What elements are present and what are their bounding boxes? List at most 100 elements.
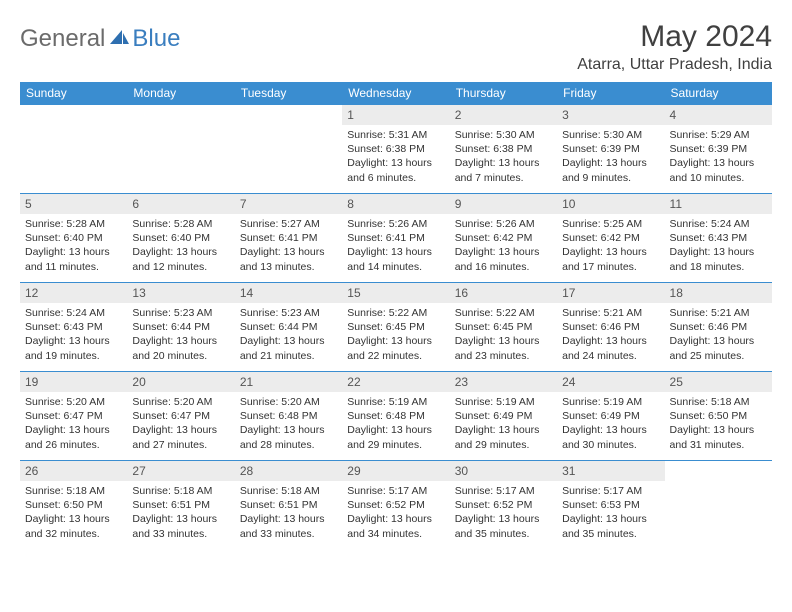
day-content: Sunrise: 5:23 AMSunset: 6:44 PMDaylight:… [127, 303, 234, 366]
day-content: Sunrise: 5:17 AMSunset: 6:52 PMDaylight:… [450, 481, 557, 544]
day-content: Sunrise: 5:20 AMSunset: 6:47 PMDaylight:… [20, 392, 127, 455]
day-content: Sunrise: 5:17 AMSunset: 6:52 PMDaylight:… [342, 481, 449, 544]
calendar-week-row: 5Sunrise: 5:28 AMSunset: 6:40 PMDaylight… [20, 194, 772, 283]
day-content: Sunrise: 5:24 AMSunset: 6:43 PMDaylight:… [20, 303, 127, 366]
day-number: 30 [450, 461, 557, 481]
logo-text-general: General [20, 25, 105, 53]
day-number: 2 [450, 105, 557, 125]
weekday-header: Saturday [665, 82, 772, 105]
day-content: Sunrise: 5:18 AMSunset: 6:50 PMDaylight:… [20, 481, 127, 544]
calendar-day-cell: 24Sunrise: 5:19 AMSunset: 6:49 PMDayligh… [557, 372, 664, 461]
day-content: Sunrise: 5:28 AMSunset: 6:40 PMDaylight:… [20, 214, 127, 277]
calendar-day-cell: 9Sunrise: 5:26 AMSunset: 6:42 PMDaylight… [450, 194, 557, 283]
weekday-header: Friday [557, 82, 664, 105]
day-content: Sunrise: 5:22 AMSunset: 6:45 PMDaylight:… [342, 303, 449, 366]
calendar-day-cell: 18Sunrise: 5:21 AMSunset: 6:46 PMDayligh… [665, 283, 772, 372]
calendar-week-row: 26Sunrise: 5:18 AMSunset: 6:50 PMDayligh… [20, 461, 772, 550]
calendar-day-cell: 3Sunrise: 5:30 AMSunset: 6:39 PMDaylight… [557, 105, 664, 194]
day-content: Sunrise: 5:20 AMSunset: 6:48 PMDaylight:… [235, 392, 342, 455]
calendar-day-cell: 26Sunrise: 5:18 AMSunset: 6:50 PMDayligh… [20, 461, 127, 550]
weekday-header: Monday [127, 82, 234, 105]
day-content: Sunrise: 5:19 AMSunset: 6:48 PMDaylight:… [342, 392, 449, 455]
title-block: May 2024 Atarra, Uttar Pradesh, India [577, 20, 772, 74]
day-number: 23 [450, 372, 557, 392]
calendar-day-cell: 31Sunrise: 5:17 AMSunset: 6:53 PMDayligh… [557, 461, 664, 550]
day-number: 5 [20, 194, 127, 214]
calendar-day-cell: 2Sunrise: 5:30 AMSunset: 6:38 PMDaylight… [450, 105, 557, 194]
day-number: 15 [342, 283, 449, 303]
calendar-day-cell: 29Sunrise: 5:17 AMSunset: 6:52 PMDayligh… [342, 461, 449, 550]
calendar-day-cell: 7Sunrise: 5:27 AMSunset: 6:41 PMDaylight… [235, 194, 342, 283]
calendar-week-row: 1Sunrise: 5:31 AMSunset: 6:38 PMDaylight… [20, 105, 772, 194]
weekday-header: Thursday [450, 82, 557, 105]
calendar-day-cell [20, 105, 127, 194]
calendar-day-cell: 12Sunrise: 5:24 AMSunset: 6:43 PMDayligh… [20, 283, 127, 372]
day-number: 3 [557, 105, 664, 125]
day-content: Sunrise: 5:30 AMSunset: 6:39 PMDaylight:… [557, 125, 664, 188]
calendar-day-cell: 10Sunrise: 5:25 AMSunset: 6:42 PMDayligh… [557, 194, 664, 283]
day-content: Sunrise: 5:25 AMSunset: 6:42 PMDaylight:… [557, 214, 664, 277]
day-content: Sunrise: 5:27 AMSunset: 6:41 PMDaylight:… [235, 214, 342, 277]
weekday-header: Tuesday [235, 82, 342, 105]
day-content: Sunrise: 5:17 AMSunset: 6:53 PMDaylight:… [557, 481, 664, 544]
calendar-day-cell: 1Sunrise: 5:31 AMSunset: 6:38 PMDaylight… [342, 105, 449, 194]
day-number: 18 [665, 283, 772, 303]
calendar-day-cell [127, 105, 234, 194]
day-number: 9 [450, 194, 557, 214]
calendar-day-cell: 16Sunrise: 5:22 AMSunset: 6:45 PMDayligh… [450, 283, 557, 372]
day-number: 7 [235, 194, 342, 214]
day-number: 27 [127, 461, 234, 481]
day-number: 1 [342, 105, 449, 125]
day-number: 6 [127, 194, 234, 214]
day-number: 13 [127, 283, 234, 303]
day-number: 26 [20, 461, 127, 481]
calendar-day-cell: 23Sunrise: 5:19 AMSunset: 6:49 PMDayligh… [450, 372, 557, 461]
day-number: 10 [557, 194, 664, 214]
calendar-day-cell: 6Sunrise: 5:28 AMSunset: 6:40 PMDaylight… [127, 194, 234, 283]
day-number: 11 [665, 194, 772, 214]
day-content: Sunrise: 5:21 AMSunset: 6:46 PMDaylight:… [557, 303, 664, 366]
day-content: Sunrise: 5:22 AMSunset: 6:45 PMDaylight:… [450, 303, 557, 366]
day-content: Sunrise: 5:26 AMSunset: 6:42 PMDaylight:… [450, 214, 557, 277]
calendar-day-cell [235, 105, 342, 194]
logo-text-blue: Blue [132, 25, 180, 53]
day-number: 14 [235, 283, 342, 303]
day-content: Sunrise: 5:18 AMSunset: 6:51 PMDaylight:… [235, 481, 342, 544]
calendar-day-cell: 30Sunrise: 5:17 AMSunset: 6:52 PMDayligh… [450, 461, 557, 550]
day-number: 31 [557, 461, 664, 481]
calendar-day-cell [665, 461, 772, 550]
calendar-day-cell: 21Sunrise: 5:20 AMSunset: 6:48 PMDayligh… [235, 372, 342, 461]
calendar-day-cell: 22Sunrise: 5:19 AMSunset: 6:48 PMDayligh… [342, 372, 449, 461]
day-content: Sunrise: 5:30 AMSunset: 6:38 PMDaylight:… [450, 125, 557, 188]
calendar-week-row: 19Sunrise: 5:20 AMSunset: 6:47 PMDayligh… [20, 372, 772, 461]
day-number: 4 [665, 105, 772, 125]
calendar-day-cell: 25Sunrise: 5:18 AMSunset: 6:50 PMDayligh… [665, 372, 772, 461]
calendar-day-cell: 15Sunrise: 5:22 AMSunset: 6:45 PMDayligh… [342, 283, 449, 372]
day-content: Sunrise: 5:19 AMSunset: 6:49 PMDaylight:… [557, 392, 664, 455]
day-content: Sunrise: 5:21 AMSunset: 6:46 PMDaylight:… [665, 303, 772, 366]
calendar-body: 1Sunrise: 5:31 AMSunset: 6:38 PMDaylight… [20, 105, 772, 550]
calendar-header-row: SundayMondayTuesdayWednesdayThursdayFrid… [20, 82, 772, 105]
calendar-day-cell: 28Sunrise: 5:18 AMSunset: 6:51 PMDayligh… [235, 461, 342, 550]
calendar-day-cell: 19Sunrise: 5:20 AMSunset: 6:47 PMDayligh… [20, 372, 127, 461]
calendar-day-cell: 14Sunrise: 5:23 AMSunset: 6:44 PMDayligh… [235, 283, 342, 372]
calendar-day-cell: 13Sunrise: 5:23 AMSunset: 6:44 PMDayligh… [127, 283, 234, 372]
day-content: Sunrise: 5:19 AMSunset: 6:49 PMDaylight:… [450, 392, 557, 455]
day-number: 29 [342, 461, 449, 481]
calendar-day-cell: 17Sunrise: 5:21 AMSunset: 6:46 PMDayligh… [557, 283, 664, 372]
day-content: Sunrise: 5:28 AMSunset: 6:40 PMDaylight:… [127, 214, 234, 277]
day-content: Sunrise: 5:18 AMSunset: 6:50 PMDaylight:… [665, 392, 772, 455]
header: General Blue May 2024 Atarra, Uttar Prad… [20, 20, 772, 74]
calendar-day-cell: 11Sunrise: 5:24 AMSunset: 6:43 PMDayligh… [665, 194, 772, 283]
day-number: 25 [665, 372, 772, 392]
calendar-day-cell: 8Sunrise: 5:26 AMSunset: 6:41 PMDaylight… [342, 194, 449, 283]
calendar-day-cell: 4Sunrise: 5:29 AMSunset: 6:39 PMDaylight… [665, 105, 772, 194]
calendar-table: SundayMondayTuesdayWednesdayThursdayFrid… [20, 82, 772, 549]
day-content: Sunrise: 5:26 AMSunset: 6:41 PMDaylight:… [342, 214, 449, 277]
day-number: 12 [20, 283, 127, 303]
day-number: 28 [235, 461, 342, 481]
location: Atarra, Uttar Pradesh, India [577, 56, 772, 74]
day-content: Sunrise: 5:23 AMSunset: 6:44 PMDaylight:… [235, 303, 342, 366]
day-number: 19 [20, 372, 127, 392]
weekday-header: Sunday [20, 82, 127, 105]
